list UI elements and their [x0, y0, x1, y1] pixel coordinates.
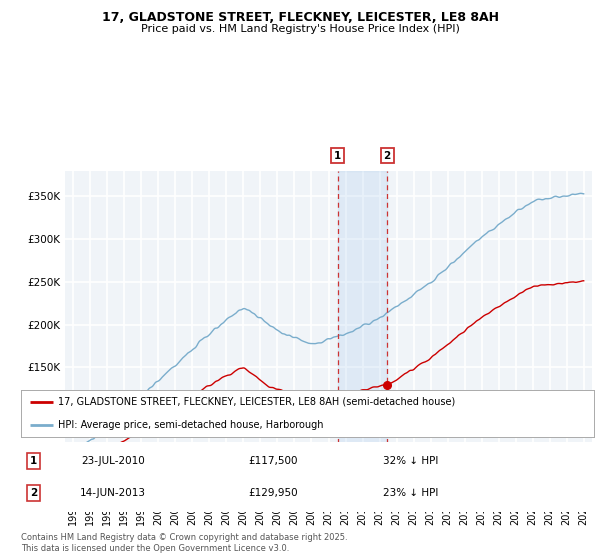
Text: Contains HM Land Registry data © Crown copyright and database right 2025.
This d: Contains HM Land Registry data © Crown c… [21, 533, 347, 553]
Text: 2: 2 [383, 151, 391, 161]
Text: 32% ↓ HPI: 32% ↓ HPI [383, 456, 439, 466]
Text: 1: 1 [334, 151, 341, 161]
Text: 2: 2 [30, 488, 37, 498]
Text: 14-JUN-2013: 14-JUN-2013 [80, 488, 146, 498]
Text: £117,500: £117,500 [248, 456, 298, 466]
Text: HPI: Average price, semi-detached house, Harborough: HPI: Average price, semi-detached house,… [58, 420, 324, 430]
Text: 17, GLADSTONE STREET, FLECKNEY, LEICESTER, LE8 8AH: 17, GLADSTONE STREET, FLECKNEY, LEICESTE… [101, 11, 499, 24]
Text: £129,950: £129,950 [248, 488, 298, 498]
Text: Price paid vs. HM Land Registry's House Price Index (HPI): Price paid vs. HM Land Registry's House … [140, 24, 460, 34]
Text: 23% ↓ HPI: 23% ↓ HPI [383, 488, 439, 498]
Text: 23-JUL-2010: 23-JUL-2010 [81, 456, 145, 466]
Bar [338, 171, 387, 496]
Text: 17, GLADSTONE STREET, FLECKNEY, LEICESTER, LE8 8AH (semi-detached house): 17, GLADSTONE STREET, FLECKNEY, LEICESTE… [58, 396, 455, 407]
Text: 1: 1 [30, 456, 37, 466]
